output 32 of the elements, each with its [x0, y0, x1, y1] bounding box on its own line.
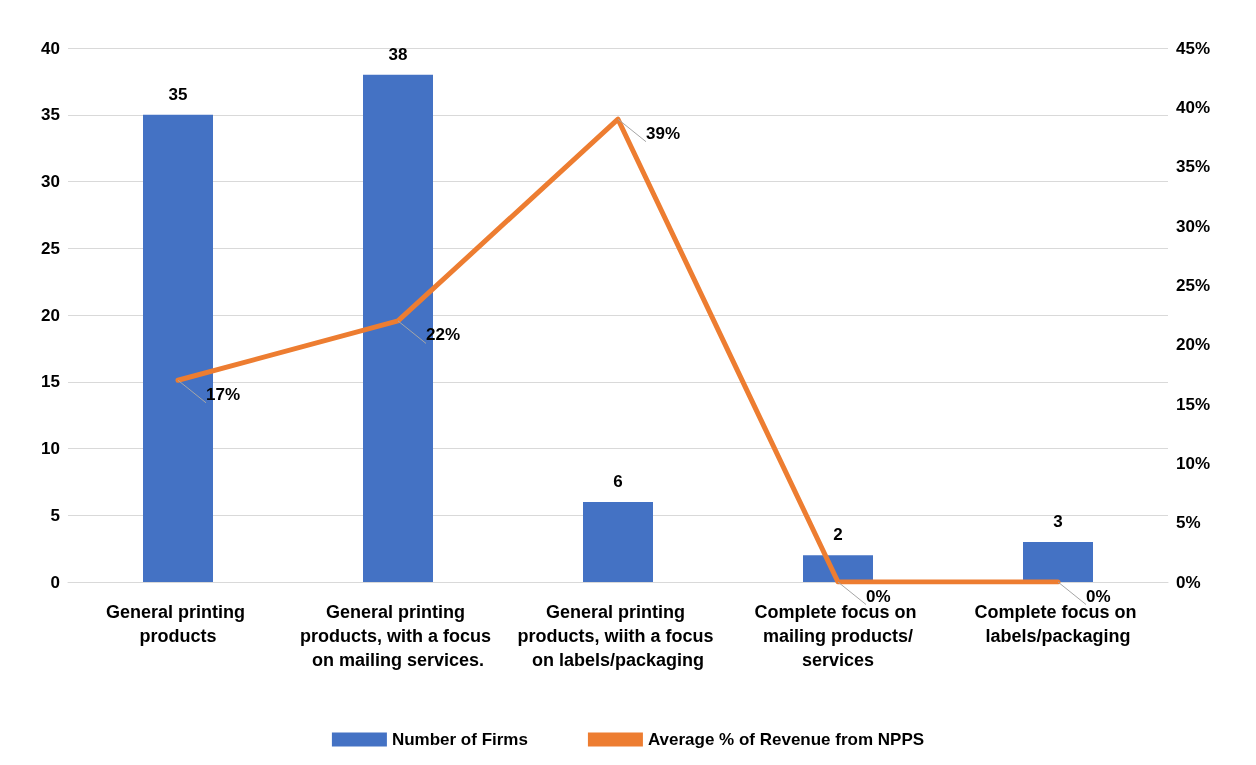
y-tick-label: 15	[41, 372, 60, 392]
data-label: 3	[1053, 511, 1063, 531]
x-tick-label: General printing products, with a focus on mailing services.	[299, 602, 497, 670]
y-tick-label: 30	[41, 172, 60, 191]
data-label: 6	[613, 471, 623, 491]
y2-tick-label: 30%	[1176, 216, 1211, 236]
y2-tick-label: 0%	[1176, 572, 1201, 592]
y2-tick-label: 20%	[1176, 335, 1211, 355]
y2-tick-label: 15%	[1176, 394, 1211, 414]
y2-tick-label: 10%	[1176, 453, 1211, 473]
y2-tick-label: 40%	[1176, 97, 1211, 117]
y-tick-label: 10	[41, 439, 60, 458]
y-tick-label: 35	[41, 105, 60, 125]
bar	[1023, 541, 1093, 582]
y2-tick-label: 5%	[1176, 513, 1201, 533]
bar	[583, 501, 653, 582]
y-tick-label: 0	[50, 572, 60, 592]
y-tick-label: 40	[41, 38, 60, 58]
y2-tick-label: 45%	[1176, 38, 1211, 58]
y2-tick-label: 35%	[1176, 157, 1211, 177]
data-label: 38	[388, 44, 408, 64]
data-label: 35	[168, 84, 188, 104]
legend-label: Average % of Revenue from NPPS	[647, 730, 925, 749]
y-tick-label: 5	[50, 505, 60, 525]
y2-tick-label: 25%	[1176, 275, 1211, 295]
y-tick-label: 20	[41, 305, 60, 325]
x-tick-label: General printing products, wiith a focus on labels/packaging	[517, 602, 719, 670]
y-tick-label: 25	[41, 238, 60, 258]
data-label: 2	[833, 525, 843, 545]
data-label: 39%	[646, 123, 681, 143]
legend-label: Number of Firms	[391, 730, 528, 749]
x-tick-label: General printing products	[105, 602, 251, 646]
